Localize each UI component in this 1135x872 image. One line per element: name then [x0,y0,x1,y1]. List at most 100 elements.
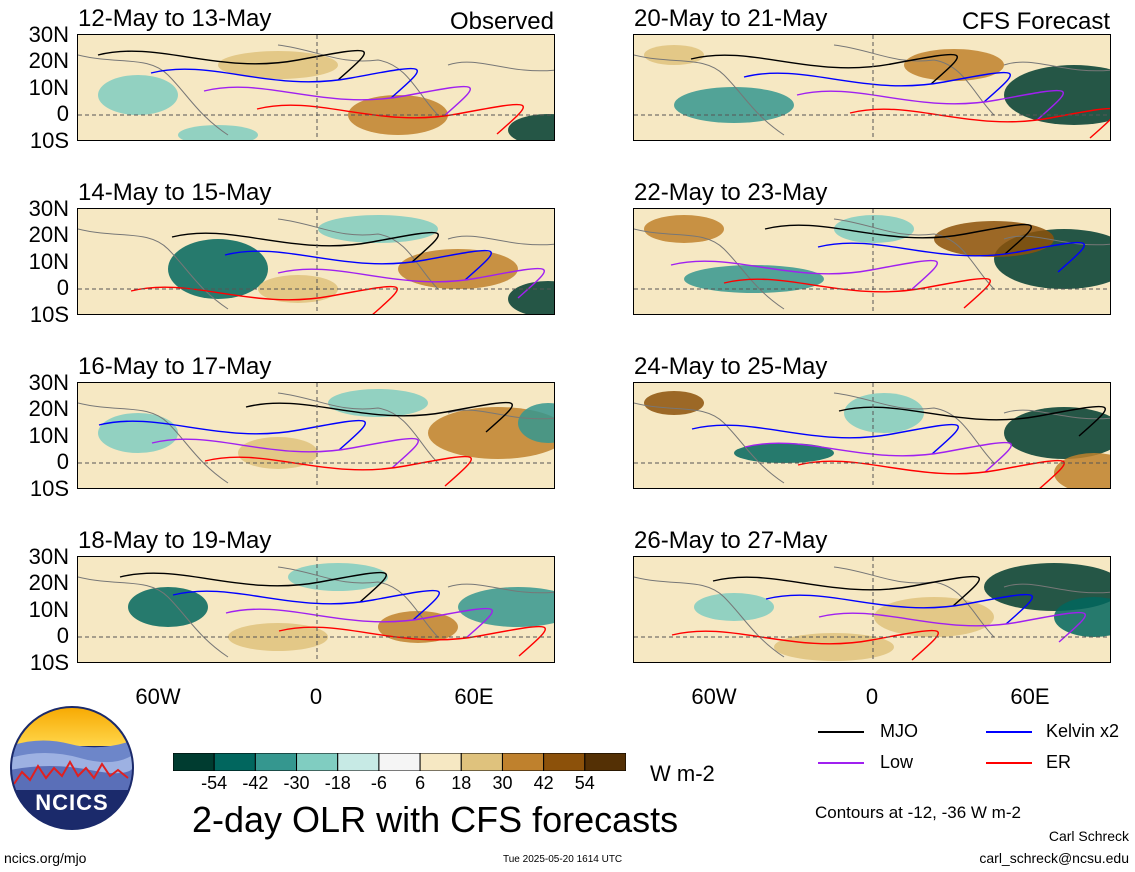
panel-title-8: 26-May to 27-May [634,527,828,554]
colorbar-swatch [254,752,298,772]
lat-label-row3-3: 0 [56,449,69,474]
olr-anomaly-blob [378,611,458,643]
lat-label-row2-2: 10N [28,249,69,274]
panel-title-3: 14-May to 15-May [78,179,272,206]
map-panel-2 [633,34,1111,141]
legend-label-low: Low [880,752,914,772]
olr-anomaly-blob [128,587,208,627]
panel-title-5: 16-May to 17-May [78,353,272,380]
colorbar-tick-label: -6 [370,773,387,793]
olr-anomaly-blob [318,215,438,243]
map-panel-1 [77,34,555,141]
olr-anomaly-blob [1004,407,1110,459]
observed-tag: Observed [449,8,554,35]
contour-line [225,607,493,639]
lat-label-row4-2: 10N [28,597,69,622]
contour-line [765,593,1033,625]
lat-label-row1-3: 0 [56,101,69,126]
panel-title-6: 24-May to 25-May [634,353,828,380]
legend-line-er [986,762,1032,764]
lat-label-row4-0: 30N [28,544,69,569]
olr-anomaly-blob [644,391,704,415]
author-email: carl_schreck@ncsu.edu [979,850,1129,866]
lat-label-row3-4: 10S [29,476,69,501]
contour-line [98,419,366,451]
olr-anomaly-blob [1054,597,1110,637]
olr-map [634,35,1110,140]
colorbar-tick-label: -18 [324,773,351,793]
colorbar-unit: W m-2 [650,761,715,786]
contour-line [119,571,387,603]
map-panel-7 [77,556,555,663]
colorbar-swatch [337,752,380,772]
lat-label-row2-0: 30N [28,196,69,221]
lon-label-0-left: 0 [309,684,323,709]
colorbar-tick-label: 42 [533,773,554,793]
olr-anomaly-blob [168,239,268,299]
olr-anomaly-blob [288,563,388,591]
coastline [78,566,554,658]
contour-line [796,89,1064,121]
colorbar-tick-label: -42 [242,773,269,793]
contour-line [743,71,1011,103]
contour-line [151,437,419,469]
olr-anomaly-blob [98,75,178,115]
legend-label-er: ER [1046,752,1072,772]
olr-map [78,557,554,662]
contour-line [764,223,1032,255]
panel-title-2: 20-May to 21-May [634,5,828,32]
lat-label-row2-1: 20N [28,222,69,247]
panel-title-7: 18-May to 19-May [78,527,272,554]
olr-anomaly-blob [238,437,318,469]
olr-map [78,209,554,314]
colorbar-tick-label: 18 [451,773,472,793]
olr-anomaly-blob [644,45,704,65]
lon-label-60e-left: 60E [454,684,494,709]
legend-line-kelvin [986,731,1032,733]
colorbar-tick-label: 54 [574,773,595,793]
olr-anomaly-blob [458,587,554,627]
coastline [634,44,1110,136]
contour-line [97,49,365,81]
lon-label-60w-right: 60W [691,684,737,709]
lat-label-row4-3: 0 [56,623,69,648]
map-panel-8 [633,556,1111,663]
map-panel-6 [633,382,1111,489]
olr-anomaly-blob [98,413,178,453]
contour-line [670,259,938,291]
contour-note: Contours at -12, -36 W m-2 [815,803,1021,822]
lat-label-row2-3: 0 [56,275,69,300]
lat-label-row4-4: 10S [29,650,69,675]
legend-label-kelvin: Kelvin x2 [1046,721,1120,741]
website-url: ncics.org/mjo [4,850,87,866]
map-panel-5 [77,382,555,489]
olr-anomaly-blob [934,221,1054,257]
lat-label-row1-0: 30N [28,22,69,47]
lat-label-row1-1: 20N [28,48,69,73]
ncics-logo: NCICS [10,706,134,830]
lon-label-0-right: 0 [865,684,879,709]
lat-label-row4-1: 20N [28,570,69,595]
contour-line [172,589,440,621]
colorbar-swatch [543,752,586,772]
colorbar-swatch [378,752,421,772]
colorbar-tick-label: 6 [415,773,426,793]
contour-line [849,107,1110,139]
olr-anomaly-blob [734,443,834,463]
colorbar-swatch [296,752,339,772]
lat-label-row1-2: 10N [28,75,69,100]
olr-anomaly-blob [834,215,914,243]
logo-text: NCICS [35,790,109,815]
olr-anomaly-blob [674,87,794,123]
olr-anomaly-blob [398,249,518,289]
contour-line [171,231,439,263]
main-title: 2-day OLR with CFS forecasts [192,799,679,840]
contour-line [744,441,1012,473]
contour-line [690,53,958,85]
contour-line [204,455,472,487]
olr-anomaly-blob [844,393,924,433]
colorbar-swatch [172,752,215,772]
contour-line [817,241,1085,273]
coastline [78,392,554,484]
olr-anomaly-blob [348,95,448,135]
